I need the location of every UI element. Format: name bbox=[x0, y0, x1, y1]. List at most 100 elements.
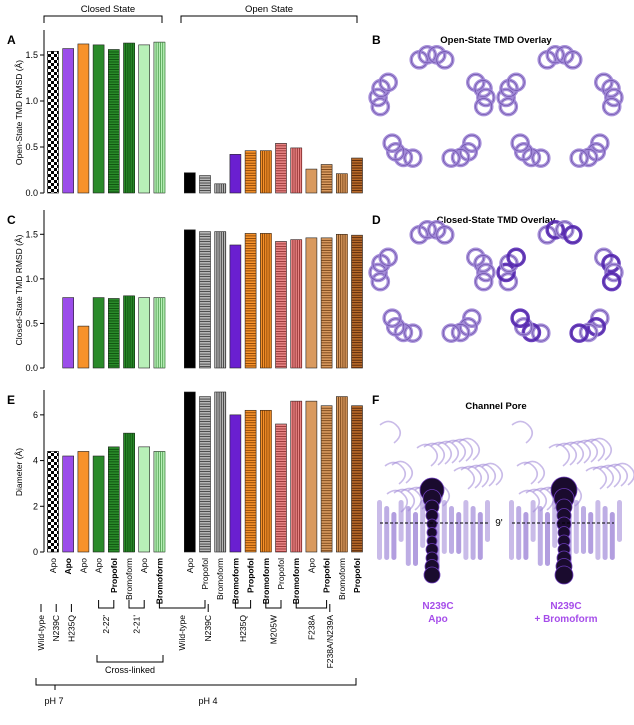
tmd-helix bbox=[485, 500, 490, 542]
ecd-strand bbox=[576, 439, 599, 463]
x-condition-label: Apo bbox=[139, 558, 149, 573]
ecd-strand bbox=[384, 461, 407, 485]
y-tick-label: 0.5 bbox=[25, 318, 38, 328]
helix-outline bbox=[507, 248, 525, 266]
bar bbox=[184, 172, 196, 194]
bar bbox=[123, 295, 135, 369]
construct-label: N239C bbox=[203, 615, 213, 641]
panel-letter-e: E bbox=[7, 393, 15, 407]
crosslinked-label: Cross-linked bbox=[105, 665, 155, 675]
tmd-helix bbox=[449, 506, 454, 554]
x-axis-labels: Apo Apo Apo Apo Propofol Bromoform Apo Bromofor… bbox=[36, 558, 362, 669]
tmd-helix bbox=[413, 512, 418, 566]
construct-group: 2-22' bbox=[98, 600, 115, 634]
channel-pore-apo-image bbox=[377, 420, 504, 584]
ecd-strand bbox=[590, 437, 613, 461]
tmd-helix bbox=[595, 500, 601, 560]
construct-bracket bbox=[98, 600, 115, 609]
bar-fill bbox=[275, 241, 287, 369]
x-condition-label: Bromoform bbox=[261, 558, 271, 605]
bar-fill bbox=[123, 295, 135, 369]
helix-outline bbox=[379, 73, 397, 91]
construct-group: Wild-type bbox=[158, 600, 206, 651]
helix-outline bbox=[371, 273, 389, 290]
ecd-strand bbox=[516, 461, 539, 485]
bar bbox=[320, 164, 333, 194]
construct-group: M205W bbox=[265, 600, 282, 644]
bar bbox=[229, 154, 242, 194]
ecd-strand bbox=[453, 466, 476, 490]
y-axis-label: Open-State TMD RMSD (Å) bbox=[14, 60, 24, 165]
helix-outline bbox=[452, 324, 469, 341]
tmd-helix bbox=[545, 512, 550, 566]
bar bbox=[244, 150, 257, 194]
bar bbox=[184, 229, 196, 369]
ecd-strand bbox=[467, 464, 490, 488]
helix-outline bbox=[452, 149, 469, 166]
x-condition-label: Propofol bbox=[109, 558, 119, 593]
ecd-strand bbox=[379, 420, 402, 444]
ecd-strand bbox=[562, 441, 585, 465]
x-condition-label: Propofol bbox=[276, 558, 286, 590]
helix-outline bbox=[383, 134, 401, 152]
tmd-helix bbox=[463, 500, 469, 560]
construct-bracket bbox=[265, 600, 282, 609]
bar bbox=[305, 168, 318, 194]
bar bbox=[290, 239, 303, 369]
tmd-helix bbox=[456, 512, 462, 554]
channel-pore-bromoform-image bbox=[509, 420, 634, 585]
helix-outline bbox=[532, 324, 550, 342]
x-condition-label: Bromoform bbox=[154, 558, 164, 605]
x-condition-label: Apo bbox=[185, 558, 195, 573]
bar-fill bbox=[244, 150, 257, 194]
construct-label: H235Q bbox=[66, 615, 76, 642]
bar-fill bbox=[259, 150, 272, 194]
ph-bracket: pH 7 pH 4 bbox=[35, 678, 357, 706]
bar bbox=[214, 391, 227, 553]
helix-outline bbox=[511, 134, 529, 152]
helix-outline bbox=[602, 255, 620, 272]
construct-label: 2-22' bbox=[101, 615, 111, 634]
y-tick-label: 1.5 bbox=[25, 229, 38, 239]
ecd-strand bbox=[585, 466, 608, 490]
bar bbox=[62, 455, 75, 553]
bar bbox=[244, 409, 257, 553]
bar bbox=[275, 423, 287, 553]
helix-outline bbox=[369, 89, 387, 106]
open-state-overlay-left-image bbox=[368, 45, 496, 168]
tmd-helix bbox=[477, 512, 483, 560]
construct-bracket bbox=[128, 600, 145, 609]
bar-fill bbox=[244, 409, 257, 553]
bar bbox=[108, 298, 120, 369]
bar bbox=[290, 400, 303, 553]
ecd-strand bbox=[555, 442, 578, 466]
x-condition-label: Apo bbox=[94, 558, 104, 573]
bar bbox=[47, 51, 59, 194]
ecd-strand bbox=[511, 420, 534, 444]
bar-fill bbox=[108, 49, 120, 194]
x-condition-label: Propofol bbox=[322, 558, 332, 593]
x-condition-label: Bromoform bbox=[124, 558, 134, 600]
ecd-strand bbox=[592, 465, 615, 489]
bar bbox=[259, 150, 272, 194]
y-tick-label: 1.0 bbox=[25, 274, 38, 284]
closed-state-overlay-left-image bbox=[368, 220, 496, 343]
helix-outline bbox=[477, 264, 495, 281]
x-condition-label: Apo bbox=[48, 558, 58, 573]
bar-fill bbox=[153, 451, 166, 553]
panel-f-title: Channel Pore bbox=[465, 401, 526, 412]
bar-fill bbox=[305, 400, 318, 553]
construct-bracket bbox=[158, 600, 206, 609]
panel-letter-f: F bbox=[372, 393, 379, 407]
bar-fill bbox=[214, 391, 226, 553]
bar bbox=[77, 43, 90, 194]
tmd-helix bbox=[588, 512, 594, 554]
ph7-label: pH 7 bbox=[44, 696, 63, 706]
bar bbox=[214, 183, 227, 194]
construct-label: Wild-type bbox=[177, 615, 187, 651]
construct-label: 2-21' bbox=[132, 615, 142, 634]
bar-fill bbox=[184, 391, 196, 553]
bar bbox=[153, 41, 166, 194]
